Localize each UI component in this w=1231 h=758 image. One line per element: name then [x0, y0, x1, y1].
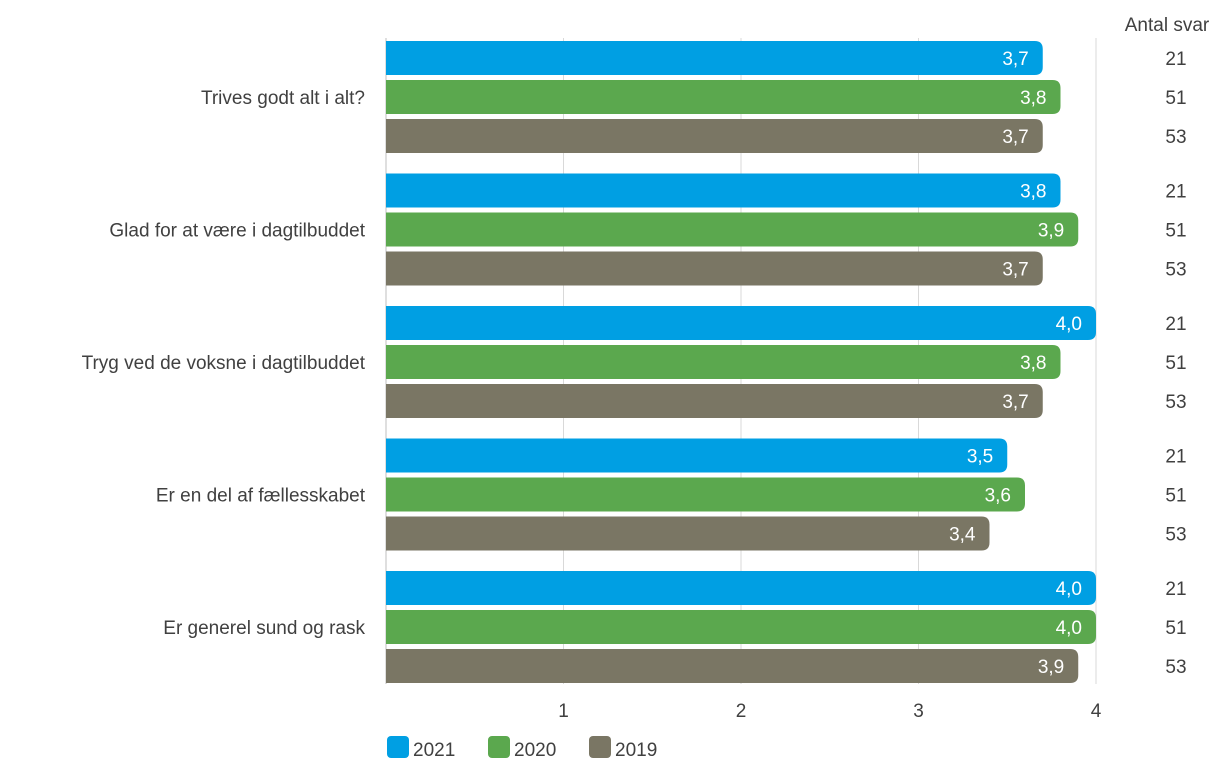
answer-count: 53	[1165, 392, 1186, 413]
bar-2019	[386, 516, 990, 551]
answer-count: 51	[1165, 353, 1186, 374]
x-axis-ticks: 1 2 3 4	[558, 701, 1102, 722]
legend-label-2020: 2020	[514, 740, 556, 758]
answer-count: 21	[1165, 182, 1186, 203]
answer-count: 51	[1165, 88, 1186, 109]
bar-value-label: 3,7	[1002, 49, 1028, 70]
bar-value-label: 3,7	[1002, 392, 1028, 413]
category-label: Er generel sund og rask	[163, 618, 365, 639]
answer-count: 21	[1165, 579, 1186, 600]
bar-value-label: 3,8	[1020, 88, 1046, 109]
bar-value-label: 3,8	[1020, 353, 1046, 374]
answer-count: 21	[1165, 49, 1186, 70]
answer-count: 51	[1165, 618, 1186, 639]
answers-header: Antal svar	[1125, 15, 1210, 36]
answer-count: 51	[1165, 486, 1186, 507]
answer-count: 53	[1165, 657, 1186, 678]
legend-label-2021: 2021	[413, 740, 455, 758]
bar-2020	[386, 477, 1025, 512]
legend-swatch-2021	[387, 736, 409, 758]
bar-2020	[386, 345, 1061, 379]
category-label: Tryg ved de voksne i dagtilbuddet	[82, 353, 366, 374]
legend-swatch-2020	[488, 736, 510, 758]
bar-2020	[386, 80, 1061, 114]
bar-value-label: 3,5	[967, 447, 993, 468]
bar-2021	[386, 41, 1043, 75]
x-tick-label: 3	[913, 701, 924, 722]
x-tick-label: 2	[736, 701, 747, 722]
bars: 3,7 3,8 3,7 3,8 3,9 3,7 4,0 3,8 3,7 3,5 3,6 3,4 4,0 4…	[386, 41, 1096, 683]
bar-value-label: 3,4	[949, 525, 976, 546]
answer-count: 53	[1165, 260, 1186, 281]
bar-value-label: 3,7	[1002, 260, 1028, 281]
bar-value-label: 3,7	[1002, 127, 1028, 148]
answer-count: 53	[1165, 127, 1186, 148]
category-labels: Trives godt alt i alt? Glad for at være i…	[82, 88, 366, 639]
bar-value-label: 4,0	[1056, 314, 1082, 335]
bar-2019	[386, 119, 1043, 153]
bar-value-label: 3,9	[1038, 221, 1064, 242]
bar-value-label: 3,6	[985, 486, 1011, 507]
bar-value-label: 4,0	[1056, 579, 1082, 600]
bar-2021	[386, 438, 1008, 473]
answer-counts: Antal svar 21 51 53 21 51 53 21 51 53 21 51 53 21 51 5…	[1125, 15, 1210, 678]
bar-2020	[386, 212, 1079, 247]
answer-count: 53	[1165, 525, 1186, 546]
bar-2019	[386, 649, 1079, 683]
legend-swatch-2019	[589, 736, 611, 758]
x-tick-label: 4	[1091, 701, 1102, 722]
category-label: Trives godt alt i alt?	[201, 88, 365, 109]
bar-value-label: 3,8	[1020, 182, 1046, 203]
legend: 2021 2020 2019	[387, 736, 657, 758]
legend-label-2019: 2019	[615, 740, 657, 758]
bar-2019	[386, 384, 1043, 418]
bar-2021	[386, 571, 1096, 605]
bar-2020	[386, 610, 1096, 644]
answer-count: 51	[1165, 221, 1186, 242]
bar-2019	[386, 251, 1043, 286]
category-label: Glad for at være i dagtilbuddet	[109, 221, 365, 242]
bar-value-label: 4,0	[1056, 618, 1082, 639]
bar-2021	[386, 173, 1061, 208]
bar-value-label: 3,9	[1038, 657, 1064, 678]
bar-2021	[386, 306, 1096, 340]
category-label: Er en del af fællesskabet	[156, 486, 366, 507]
x-tick-label: 1	[558, 701, 569, 722]
answer-count: 21	[1165, 314, 1186, 335]
answer-count: 21	[1165, 447, 1186, 468]
